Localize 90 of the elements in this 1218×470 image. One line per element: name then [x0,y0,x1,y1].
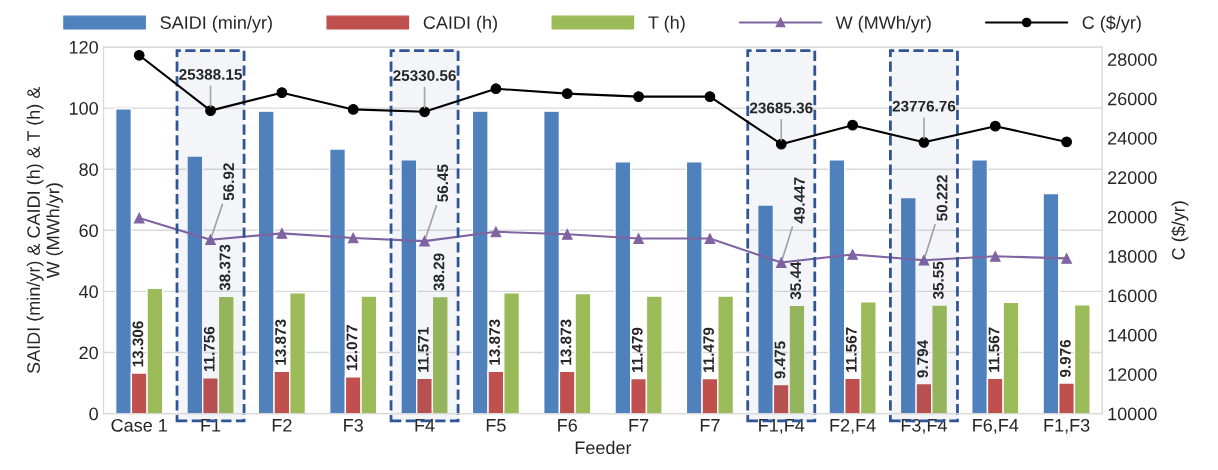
data-label: 9.794 [917,339,929,378]
data-label: 11.479 [631,327,643,373]
y2-tick-label: 10000 [1108,407,1157,421]
y2-tick-label: 22000 [1108,171,1157,185]
x-tick-label: F5 [486,419,506,432]
legend-label: C ($/yr) [1082,15,1141,33]
point [704,233,716,244]
y2-tick-label: 12000 [1108,368,1157,381]
point [561,88,573,100]
y-axis-title: SAIDI (min/yr) & CAIDI (h) & T (h) & W (MWh/yr) [26,86,63,374]
y2-tick-label: 24000 [1108,131,1157,145]
data-label: 38.29 [433,253,445,291]
point [347,104,359,115]
data-label: 50.222 [936,175,948,221]
data-label: 56.92 [223,163,235,201]
point [561,228,573,240]
y-tick-label: 20 [79,346,98,360]
legend-label: SAIDI (min/yr) [160,15,272,33]
legend-label: T (h) [648,15,685,33]
x-tick-label: F1,F3 [1044,418,1090,434]
data-label: 13.873 [275,319,286,365]
x-tick-label: F7 [629,419,649,432]
point [276,227,288,239]
data-label: 11.571 [418,327,429,372]
y2-tick-label: 18000 [1108,250,1157,263]
data-label: 35.44 [790,261,802,300]
point [775,257,787,268]
data-label: 11.567 [845,327,857,372]
point [989,120,1001,132]
x-axis-title: Feeder [575,440,632,455]
point [918,136,930,148]
x-tick-label: F2,F4 [830,418,876,434]
point [347,232,359,244]
point [276,87,288,99]
point [419,106,430,118]
point [1061,253,1072,264]
y-tick-label: 0 [89,407,98,421]
data-label: 11.567 [988,327,1000,372]
data-label: 12.077 [346,325,358,371]
data-label: 13.873 [560,319,572,365]
point [847,249,858,260]
data-label: 23776.76 [892,100,956,112]
y2-tick-label: 26000 [1108,92,1157,106]
y-tick-label: 80 [79,163,98,176]
data-label: 35.55 [932,261,944,300]
y-tick-label: 100 [69,102,98,115]
point [704,91,716,102]
point [490,83,502,95]
legend-label: CAIDI (h) [423,15,497,33]
y2-tick-label: 20000 [1108,210,1157,224]
y2-tick-label: 16000 [1108,289,1157,303]
y-tick-label: 40 [79,285,98,299]
point [775,138,787,150]
data-label: 9.976 [1059,339,1071,378]
x-tick-label: F4 [415,419,435,432]
y2-tick-label: 28000 [1108,53,1157,66]
x-tick-label: F7 [700,419,720,432]
x-tick-label: F6 [558,418,577,432]
y-tick-label: 120 [69,40,98,54]
data-label: 25388.15 [179,69,242,80]
point [633,91,644,102]
x-tick-label: F2 [272,418,292,432]
data-label: 11.756 [203,326,215,372]
data-label: 49.447 [793,177,805,224]
data-label: 9.475 [774,341,786,379]
data-label: 13.873 [489,319,501,365]
legend-label: W (MWh/yr) [835,15,931,33]
point [490,226,502,238]
point [989,250,1001,262]
y2-axis-title: C ($/yr) [1171,201,1189,260]
data-label: 38.373 [219,244,231,291]
data-label: 13.306 [132,321,144,367]
point [133,212,145,224]
data-label: 11.479 [703,327,715,373]
y2-tick-label: 14000 [1108,328,1157,342]
x-tick-label: Case 1 [111,418,167,432]
point [918,254,930,266]
data-label: 23685.36 [749,102,813,114]
data-label: 56.45 [437,164,449,202]
point [633,233,644,244]
point [205,234,216,246]
x-tick-label: F3 [344,418,363,432]
point [1061,136,1072,148]
x-tick-label: F6,F4 [973,418,1019,434]
point [205,105,216,117]
point [133,49,145,61]
point [847,119,858,131]
y-tick-label: 60 [79,224,98,238]
data-label: 25330.56 [393,70,456,81]
point [419,235,430,247]
